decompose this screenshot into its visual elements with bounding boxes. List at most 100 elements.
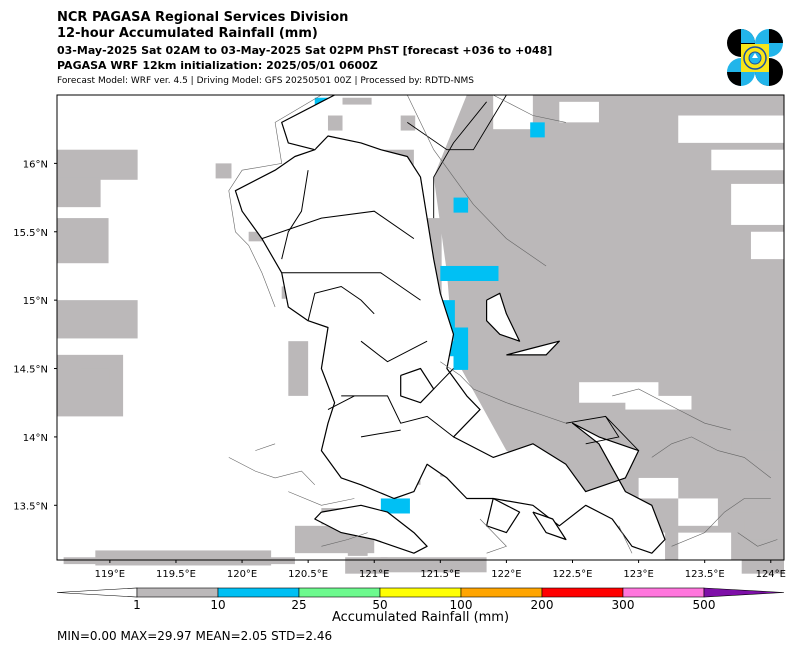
- rain-cell-1-10mm: [288, 341, 309, 396]
- no-rain-area: [625, 395, 692, 410]
- land-outline: [486, 497, 521, 534]
- forecast-period: 03-May-2025 Sat 02AM to 03-May-2025 Sat …: [57, 44, 553, 57]
- y-tick-label: 14°N: [23, 433, 48, 444]
- no-rain-area: [678, 498, 718, 526]
- coastline-detail: [737, 532, 778, 547]
- x-tick-label: 122°E: [491, 569, 521, 580]
- y-tick-label: 15°N: [23, 296, 48, 307]
- coastline-detail: [407, 94, 547, 267]
- region-boundary: [433, 101, 487, 219]
- province-boundary: [433, 368, 454, 390]
- rain-cell-1-10mm: [380, 557, 487, 573]
- map-frame: [56, 94, 785, 561]
- rain-area-1-10mm: [433, 95, 784, 560]
- province-boundary: [327, 395, 355, 411]
- x-tick-label: 124°E: [756, 569, 786, 580]
- rain-cell-10-25mm: [530, 122, 545, 138]
- rain-cell-1-10mm: [215, 163, 232, 179]
- no-rain-area: [711, 149, 784, 171]
- land-outline: [400, 367, 435, 404]
- province-boundary: [341, 395, 454, 438]
- land-outline: [314, 504, 428, 554]
- colorbar-tick-label: 25: [291, 598, 306, 612]
- no-rain-area: [638, 477, 679, 499]
- x-tick-label: 120°E: [227, 569, 257, 580]
- no-rain-area: [731, 183, 784, 225]
- x-tick-label: 123°E: [623, 569, 653, 580]
- coastline-detail: [671, 498, 771, 547]
- y-tick-label: 14.5°N: [13, 365, 48, 376]
- colorbar-tick-label: 100: [450, 598, 473, 612]
- province-boundary: [281, 272, 421, 301]
- colorbar-label: Accumulated Rainfall (mm): [331, 610, 510, 625]
- coastline-detail: [321, 532, 368, 547]
- colorbar-low-extend: [56, 587, 138, 598]
- coastline-detail: [255, 443, 276, 451]
- x-tick-label: 119°E: [95, 569, 125, 580]
- rain-cell-1-10mm: [342, 97, 372, 105]
- coastline-detail: [479, 518, 507, 554]
- province-boundary: [261, 210, 415, 240]
- coastline-detail: [493, 94, 566, 123]
- rain-cell-1-10mm: [57, 177, 101, 208]
- colorbar-segment: [298, 587, 381, 598]
- rain-cell-1-10mm: [80, 368, 110, 384]
- model-initialization: PAGASA WRF 12km initialization: 2025/05/…: [57, 59, 378, 72]
- x-tick-label: 121.5°E: [420, 569, 460, 580]
- rain-cell-1-10mm: [57, 354, 124, 417]
- land-outline: [281, 94, 335, 151]
- rain-cell-1-10mm: [95, 550, 272, 566]
- y-tick-label: 15.5°N: [13, 228, 48, 239]
- rain-cell-10-25mm: [453, 197, 469, 213]
- province-boundary: [281, 170, 309, 260]
- colorbar-tick-label: 10: [210, 598, 225, 612]
- colorbar-segment: [541, 587, 624, 598]
- map-subtitle: 12-hour Accumulated Rainfall (mm): [57, 26, 318, 41]
- coastline-detail: [228, 457, 316, 486]
- rain-cell-1-10mm: [721, 498, 784, 513]
- axis-ticks: 119°E 119.5°E 120°E 120.5°E 121°E 121.5°E 122°…: [13, 159, 786, 580]
- coastline-detail: [612, 388, 732, 431]
- rain-cell-1-10mm: [741, 557, 784, 574]
- coastline-detail: [651, 436, 771, 479]
- x-tick-label: 121°E: [359, 569, 389, 580]
- no-rain-area: [750, 231, 784, 260]
- colorbar: 1 10 25 50 100 200 300 500: [56, 587, 785, 612]
- land-outline: [486, 292, 521, 342]
- rainfall-statistics: MIN=0.00 MAX=29.97 MEAN=2.05 STD=2.46: [57, 629, 333, 643]
- rain-cell-10-25mm: [380, 498, 410, 514]
- province-boundary: [307, 285, 375, 321]
- no-rain-area: [678, 532, 732, 560]
- land-outline: [532, 511, 567, 541]
- rain-cell-10-25mm: [453, 354, 469, 370]
- coastline-detail: [228, 94, 322, 308]
- pagasa-logo-icon: [727, 29, 783, 86]
- colorbar-tick-label: 50: [372, 598, 387, 612]
- region-boundary: [605, 416, 639, 451]
- rain-cell-1-10mm: [57, 218, 109, 264]
- y-tick-label: 13.5°N: [13, 501, 48, 512]
- rain-cell-1-10mm: [327, 115, 343, 131]
- coastline-detail: [618, 525, 633, 554]
- x-tick-label: 123.5°E: [685, 569, 725, 580]
- rain-cell-10-25mm: [440, 265, 499, 281]
- colorbar-segment: [379, 587, 462, 598]
- province-boundary: [360, 340, 428, 363]
- y-tick-label: 16°N: [23, 159, 48, 170]
- region-boundary: [565, 415, 620, 445]
- land-outline: [506, 340, 560, 356]
- rain-cell-1-10mm: [57, 149, 138, 180]
- rain-cell-1-10mm: [744, 518, 784, 540]
- rain-cell-1-10mm: [347, 539, 368, 556]
- no-rain-area: [678, 115, 784, 143]
- rain-cell-1-10mm: [731, 436, 784, 451]
- colorbar-high-extend: [703, 587, 785, 598]
- colorbar-tick-label: 200: [531, 598, 554, 612]
- colorbar-segment: [622, 587, 705, 598]
- coastline-detail: [288, 491, 355, 506]
- colorbar-tick-label: 1: [133, 598, 141, 612]
- x-tick-label: 119.5°E: [156, 569, 196, 580]
- coastlines: [228, 94, 778, 554]
- x-tick-label: 120.5°E: [288, 569, 328, 580]
